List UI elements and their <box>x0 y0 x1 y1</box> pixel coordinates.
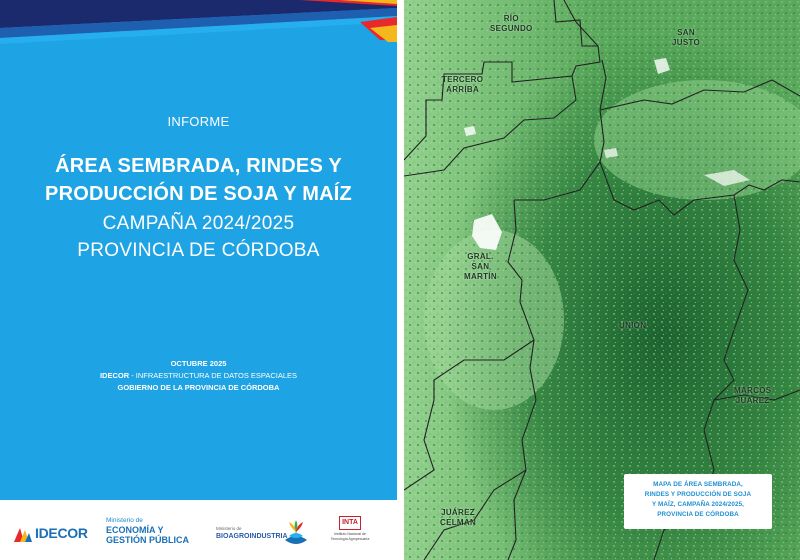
ministerio-small-text: Ministerio de <box>106 517 143 524</box>
publisher-government: GOBIERNO DE LA PROVINCIA DE CÓRDOBA <box>117 383 280 392</box>
logo-strip: IDECOR Ministerio de ECONOMÍA Y GESTIÓN … <box>0 500 397 560</box>
inta-mark: INTA <box>339 516 361 530</box>
juarez-celman-line-2: CELMAN <box>440 518 477 527</box>
report-subtitle-campaign: CAMPAÑA 2024/2025 <box>102 213 295 234</box>
department-label-marcos-juarez: MARCOS JUÁREZ <box>734 386 771 406</box>
gral-san-martin-line-2: SAN <box>471 262 490 271</box>
bioagroindustria-logo: Ministerio de BIOAGROINDUSTRIA <box>213 520 313 552</box>
idecor-logo-text: IDECOR <box>35 525 88 541</box>
map-page: RÍO SEGUNDO SAN JUSTO TERCERO ARRIBA GRA… <box>404 0 800 560</box>
tercero-arriba-line-1: TERCERO <box>442 75 484 84</box>
crop-area-map <box>404 0 800 560</box>
publisher-description: - INFRAESTRUCTURA DE DATOS ESPACIALES <box>129 371 298 380</box>
department-label-san-justo: SAN JUSTO <box>672 28 700 48</box>
juarez-celman-line-1: JUÁREZ <box>441 508 475 517</box>
san-justo-line-1: SAN <box>677 28 695 37</box>
bioagro-mark-icon <box>285 520 307 544</box>
bioagro-small-text: Ministerio de <box>216 526 242 531</box>
gral-san-martin-line-1: GRAL. <box>467 252 494 261</box>
department-label-tercero-arriba: TERCERO ARRIBA <box>442 75 483 95</box>
map-caption-line-4: PROVINCIA DE CÓRDOBA <box>657 511 739 518</box>
inta-caption: Instituto Nacional de Tecnología Agropec… <box>320 532 380 541</box>
report-cover-page: INFORME ÁREA SEMBRADA, RINDES Y PRODUCCI… <box>0 0 397 560</box>
publication-date: OCTUBRE 2025 <box>170 359 227 368</box>
union-line-1: UNIÓN <box>619 321 647 330</box>
report-title-line-1: ÁREA SEMBRADA, RINDES Y <box>55 155 342 177</box>
map-caption-line-3: Y MAÍZ, CAMPAÑA 2024/2025, <box>651 501 745 508</box>
rio-segundo-line-2: SEGUNDO <box>490 24 533 33</box>
report-title-line-2: PRODUCCIÓN DE SOJA Y MAÍZ <box>45 183 352 205</box>
idecor-logo: IDECOR <box>14 522 88 544</box>
bioagro-name: BIOAGROINDUSTRIA <box>216 533 288 540</box>
department-label-juarez-celman: JUÁREZ CELMAN <box>440 508 476 528</box>
san-justo-line-2: JUSTO <box>672 38 701 47</box>
rio-segundo-line-1: RÍO <box>503 14 519 23</box>
idecor-mark-icon <box>14 528 32 542</box>
marcos-juarez-line-1: MARCOS <box>734 386 772 395</box>
ministerio-economia-logo: Ministerio de ECONOMÍA Y GESTIÓN PÚBLICA <box>106 517 198 545</box>
ministerio-name-line-1: ECONOMÍA Y <box>106 525 164 535</box>
inta-logo: INTA Instituto Nacional de Tecnología Ag… <box>320 516 380 556</box>
map-caption-line-1: MAPA DE ÁREA SEMBRADA, <box>653 481 743 488</box>
marcos-juarez-line-2: JUÁREZ <box>735 396 770 405</box>
inta-caption-line-2: Tecnología Agropecuaria <box>330 536 370 541</box>
report-label: INFORME <box>167 114 230 129</box>
inta-caption-line-1: Instituto Nacional de <box>334 532 366 536</box>
publisher-idecor: IDECOR - INFRAESTRUCTURA DE DATOS ESPACI… <box>0 371 397 380</box>
cover-blue-panel: INFORME ÁREA SEMBRADA, RINDES Y PRODUCCI… <box>0 0 397 500</box>
map-caption-box: MAPA DE ÁREA SEMBRADA, RINDES Y PRODUCCI… <box>624 474 772 529</box>
decorative-stripes <box>0 0 397 44</box>
department-label-union: UNIÓN <box>619 321 646 331</box>
department-label-gral-san-martin: GRAL. SAN MARTÍN <box>464 252 497 282</box>
ministerio-name-line-2: GESTIÓN PÚBLICA <box>106 535 190 545</box>
publisher-acronym: IDECOR <box>99 371 130 380</box>
gral-san-martin-line-3: MARTÍN <box>464 272 497 281</box>
map-caption-line-2: RINDES Y PRODUCCIÓN DE SOJA <box>644 491 752 498</box>
tercero-arriba-line-2: ARRIBA <box>446 85 480 94</box>
report-subtitle-province: PROVINCIA DE CÓRDOBA <box>77 240 320 261</box>
department-label-rio-segundo: RÍO SEGUNDO <box>490 14 533 34</box>
